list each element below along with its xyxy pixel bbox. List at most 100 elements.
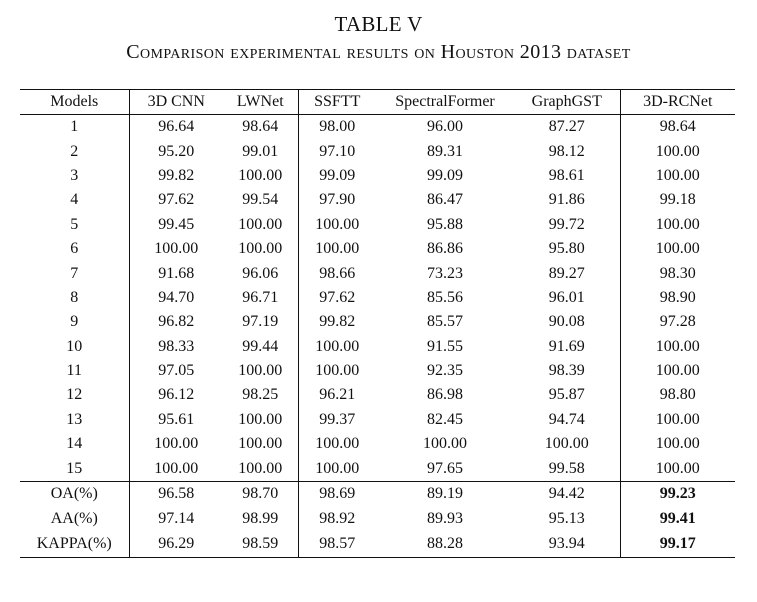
metric-name-cell: KAPPA(%)	[20, 531, 130, 558]
metric-name-cell: OA(%)	[20, 481, 130, 507]
class-id-cell: 3	[20, 163, 130, 189]
value-cell: 100.00	[154, 240, 199, 258]
value-cell: 86.47	[427, 191, 463, 209]
value-cell: 98.59	[223, 531, 299, 558]
value-cell: 95.61	[158, 410, 195, 428]
value-cell: 89.31	[427, 142, 463, 160]
header-3dcnn: 3D CNN	[129, 89, 223, 115]
value-cell: 100.00	[620, 456, 735, 482]
class-row: 12 96.12 98.25 96.21 86.98 95.87 98.80	[20, 383, 735, 408]
value-cell: 97.10	[319, 142, 356, 160]
class-id-cell: 9	[20, 310, 130, 335]
class-row: 4 97.62 99.54 97.90 86.47 91.86 99.18	[20, 188, 735, 213]
value-cell: 96.71	[223, 285, 299, 311]
value-cell: 98.69	[319, 485, 356, 503]
value-cell: 96.64	[158, 118, 195, 136]
value-cell: 100.00	[655, 142, 700, 160]
class-row: 15 100.00 100.00 100.00 97.65 99.58 100.00	[20, 456, 735, 482]
value-cell: 98.80	[659, 386, 696, 404]
value-cell: 98.99	[223, 506, 299, 532]
class-id-cell: 2	[20, 139, 130, 164]
header-spectralformer: SpectralFormer	[376, 89, 514, 115]
value-cell: 100.00	[655, 435, 700, 453]
value-cell: 97.05	[158, 362, 195, 380]
value-cell: 99.09	[427, 166, 463, 184]
value-cell: 99.45	[158, 215, 195, 233]
value-cell: 99.09	[319, 166, 356, 184]
header-ssftt: SSFTT	[298, 89, 376, 115]
value-cell: 99.44	[223, 334, 299, 359]
value-cell: 91.86	[514, 188, 621, 213]
class-row: 7 91.68 96.06 98.66 73.23 89.27 98.30	[20, 261, 735, 286]
table-caption: Comparison experimental results on Houst…	[126, 41, 631, 63]
value-cell: 91.68	[158, 264, 195, 282]
value-cell: 99.17	[620, 531, 735, 558]
best-value: 99.17	[659, 535, 696, 553]
class-row: 1 96.64 98.64 98.00 96.00 87.27 98.64	[20, 114, 735, 140]
class-id-cell: 13	[20, 407, 130, 433]
value-cell: 89.19	[427, 485, 463, 503]
value-cell: 99.58	[514, 456, 621, 482]
value-cell: 73.23	[427, 264, 463, 282]
value-cell: 100.00	[655, 240, 700, 258]
value-cell: 100.00	[514, 432, 621, 457]
value-cell: 100.00	[315, 435, 360, 453]
value-cell: 97.90	[319, 191, 356, 209]
class-id-cell: 7	[20, 261, 130, 286]
value-cell: 89.27	[514, 261, 621, 286]
value-cell: 99.41	[620, 507, 735, 532]
header-lwnet: LWNet	[223, 89, 299, 115]
value-cell: 99.72	[514, 212, 621, 237]
value-cell: 100.00	[223, 432, 299, 457]
class-row: 2 95.20 99.01 97.10 89.31 98.12 100.00	[20, 139, 735, 164]
class-id-cell: 6	[20, 236, 130, 262]
value-cell: 99.54	[223, 188, 299, 213]
value-cell: 99.82	[158, 166, 195, 184]
value-cell: 97.62	[319, 288, 356, 306]
value-cell: 95.20	[158, 142, 195, 160]
summary-row: KAPPA(%) 96.29 98.59 98.57 88.28 93.94 99.17	[20, 531, 735, 558]
value-cell: 100.00	[223, 358, 299, 384]
value-cell: 100.00	[223, 236, 299, 262]
value-cell: 95.80	[514, 236, 621, 262]
value-cell: 100.00	[315, 240, 360, 258]
value-cell: 100.00	[423, 435, 467, 453]
value-cell: 88.28	[376, 531, 514, 558]
value-cell: 98.00	[319, 118, 356, 136]
class-id-cell: 1	[20, 114, 130, 140]
value-cell: 99.23	[620, 481, 735, 507]
value-cell: 98.33	[158, 337, 195, 355]
value-cell: 96.00	[427, 118, 463, 136]
class-id-cell: 8	[20, 285, 130, 311]
value-cell: 82.45	[427, 410, 463, 428]
value-cell: 99.37	[319, 410, 356, 428]
value-cell: 98.64	[659, 118, 696, 136]
value-cell: 98.30	[659, 264, 696, 282]
table-label: TABLE V	[334, 12, 423, 36]
value-cell: 86.98	[427, 386, 463, 404]
value-cell: 100.00	[223, 163, 299, 189]
value-cell: 92.35	[427, 362, 463, 380]
value-cell: 96.06	[223, 261, 299, 286]
value-cell: 100.00	[298, 456, 376, 482]
value-cell: 97.65	[376, 456, 514, 482]
value-cell: 100.00	[129, 456, 223, 482]
class-id-cell: 11	[20, 358, 130, 384]
value-cell: 94.74	[514, 407, 621, 433]
value-cell: 91.69	[514, 334, 621, 359]
value-cell: 85.57	[427, 313, 463, 331]
value-cell: 100.00	[223, 407, 299, 433]
value-cell: 98.90	[659, 288, 696, 306]
class-row: 14 100.00 100.00 100.00 100.00 100.00 100.00	[20, 432, 735, 457]
value-cell: 99.01	[223, 139, 299, 164]
value-cell: 100.00	[655, 166, 700, 184]
value-cell: 97.14	[158, 510, 195, 528]
value-cell: 95.88	[427, 215, 463, 233]
value-cell: 98.92	[319, 510, 356, 528]
value-cell: 97.28	[659, 313, 696, 331]
class-id-cell: 10	[20, 334, 130, 359]
class-row: 10 98.33 99.44 100.00 91.55 91.69 100.00	[20, 334, 735, 359]
class-row: 8 94.70 96.71 97.62 85.56 96.01 98.90	[20, 285, 735, 311]
class-id-cell: 4	[20, 188, 130, 213]
class-id-cell: 5	[20, 212, 130, 237]
